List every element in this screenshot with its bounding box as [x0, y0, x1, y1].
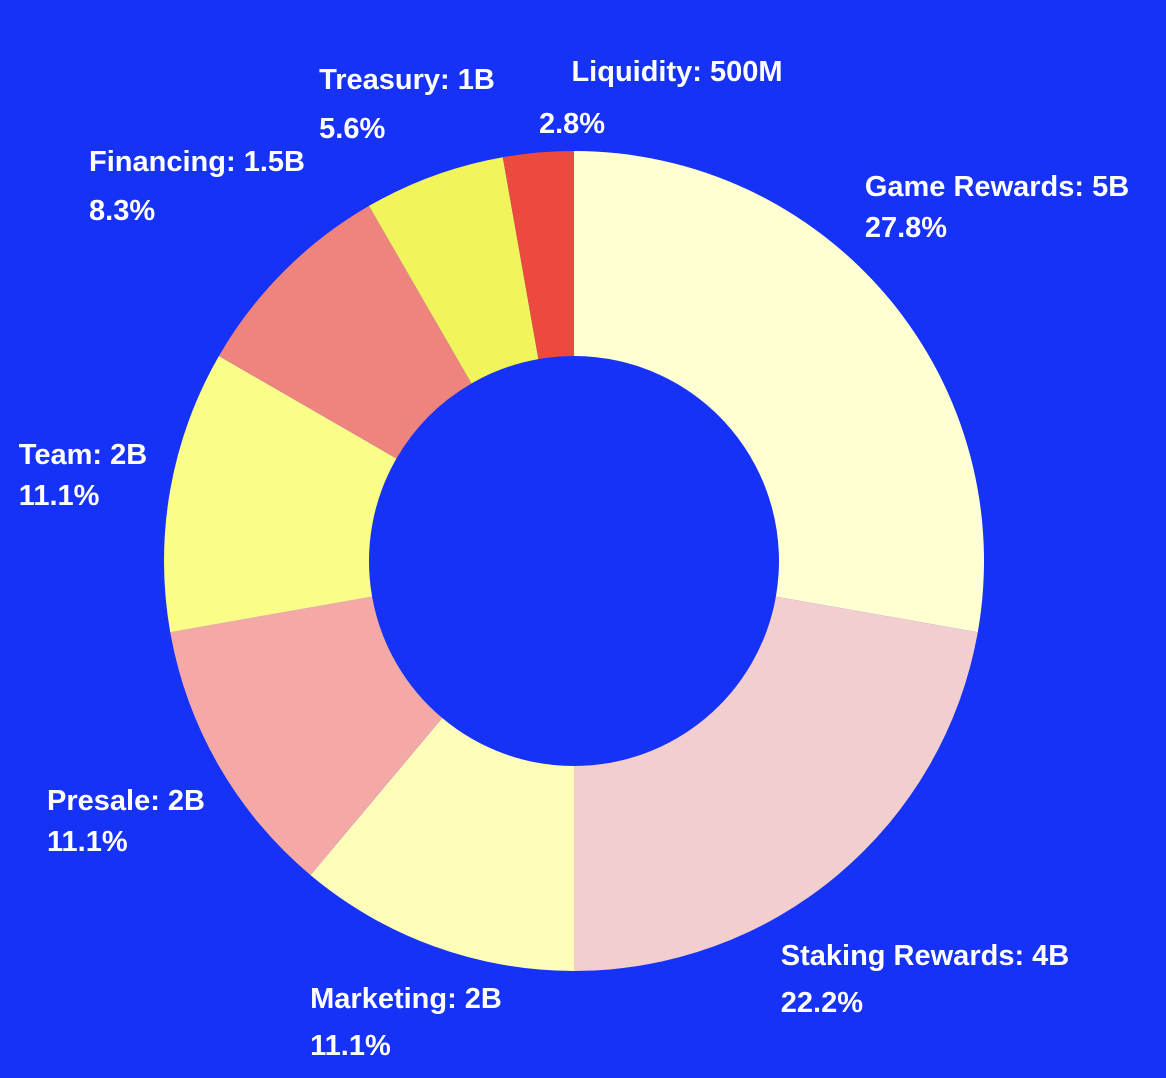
slice-game-rewards: [574, 151, 984, 633]
label-treasury-name: Treasury: 1B: [319, 64, 495, 96]
label-marketing-name: Marketing: 2B: [310, 983, 502, 1015]
slice-liquidity: [502, 151, 574, 360]
label-marketing-percent: 11.1%: [310, 1030, 391, 1062]
label-team: Team: 2B 11.1%: [19, 441, 147, 511]
slice-financing: [218, 205, 472, 459]
slice-staking-rewards: [574, 596, 978, 971]
label-staking-rewards-percent: 22.2%: [780, 987, 863, 1019]
label-financing-percent: 8.3%: [89, 195, 156, 227]
slice-marketing: [310, 718, 574, 971]
label-liquidity-percent: 2.8%: [538, 108, 606, 140]
label-treasury: Treasury: 1B 5.6%: [319, 66, 495, 144]
label-liquidity-percent-wrap: 2.8%: [539, 110, 605, 139]
label-liquidity-name: Liquidity: 500M: [571, 56, 783, 88]
label-staking-rewards: Staking Rewards: 4B 22.2%: [781, 942, 1069, 1018]
label-game-rewards: Game Rewards: 5B 27.8%: [865, 173, 1129, 243]
slice-treasury: [369, 157, 539, 384]
label-financing: Financing: 1.5B 8.3%: [89, 148, 305, 226]
label-team-percent: 11.1%: [18, 480, 100, 512]
slice-presale: [170, 596, 443, 876]
label-presale: Presale: 2B 11.1%: [47, 787, 205, 857]
label-presale-percent: 11.1%: [47, 826, 128, 858]
label-team-name: Team: 2B: [18, 439, 148, 471]
donut-slices: [163, 151, 984, 971]
label-game-rewards-name: Game Rewards: 5B: [864, 171, 1130, 203]
slice-team: [163, 356, 397, 633]
label-presale-name: Presale: 2B: [47, 785, 205, 817]
label-staking-rewards-name: Staking Rewards: 4B: [780, 940, 1070, 972]
label-game-rewards-percent: 27.8%: [864, 212, 948, 244]
label-treasury-percent: 5.6%: [319, 113, 386, 145]
label-financing-name: Financing: 1.5B: [89, 146, 305, 178]
label-liquidity: Liquidity: 500M: [571, 58, 782, 87]
label-marketing: Marketing: 2B 11.1%: [310, 985, 502, 1061]
